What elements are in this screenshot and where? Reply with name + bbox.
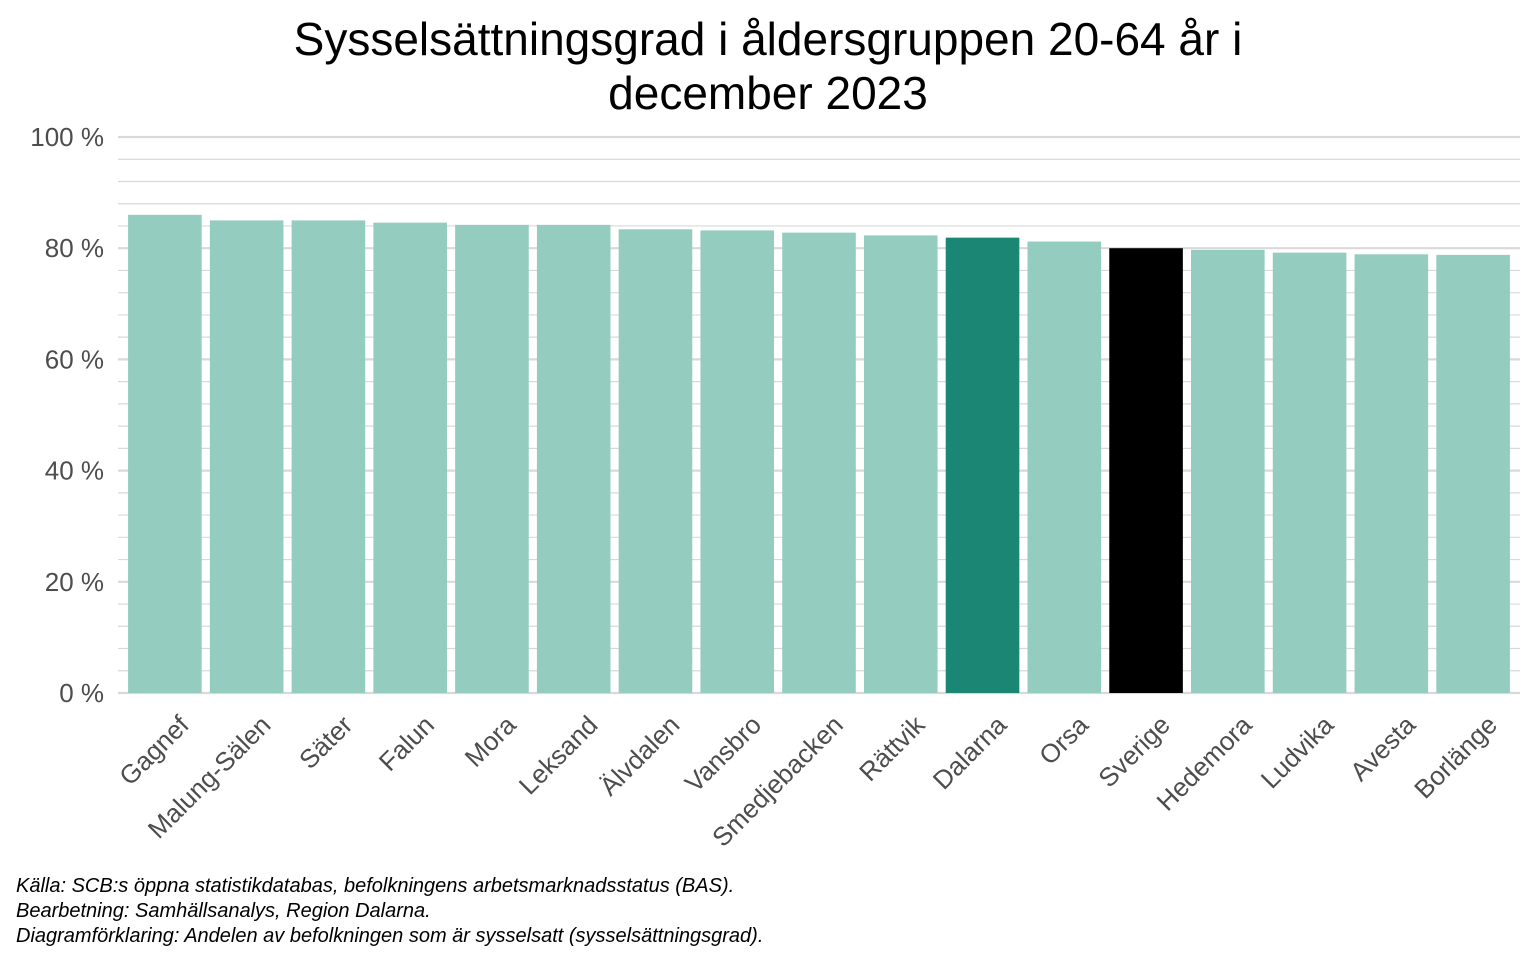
bar-leksand (536, 224, 611, 693)
bar-avesta (1354, 254, 1429, 694)
x-tick-label: Sverige (1092, 710, 1176, 794)
x-tick-label: Gagnef (113, 709, 195, 791)
bar-ludvika (1272, 252, 1347, 693)
bars (128, 214, 1510, 694)
bar-chart: 0 %20 %40 %60 %80 %100 % GagnefMalung-Sä… (30, 122, 1520, 853)
bar-borlänge (1436, 254, 1510, 693)
bar-malung-sälen (209, 220, 284, 693)
chart-title: Sysselsättningsgrad i åldersgruppen 20-6… (0, 12, 1536, 120)
x-tick-label: Rättvik (853, 709, 931, 787)
y-tick-label: 40 % (45, 456, 104, 486)
x-tick-label: Dalarna (927, 709, 1013, 795)
x-tick-label: Älvdalen (594, 710, 686, 802)
y-axis: 0 % 20 % 40 % 60 % 80 % 100 % (30, 122, 104, 708)
bar-vansbro (700, 230, 775, 693)
x-tick-label: Avesta (1344, 709, 1421, 786)
y-tick-label: 0 % (59, 678, 104, 708)
bar-mora (455, 224, 529, 693)
bar-hedemora (1191, 249, 1265, 694)
bar-dalarna (945, 237, 1020, 694)
x-tick-label: Borlänge (1408, 710, 1503, 805)
x-tick-label: Ludvika (1255, 709, 1340, 794)
chart-title-line-2: december 2023 (608, 67, 928, 119)
y-tick-label: 80 % (45, 233, 104, 263)
bar-älvdalen (618, 229, 693, 693)
chart-caption: Källa: SCB:s öppna statistikdatabas, bef… (16, 874, 763, 949)
caption-explanation: Diagramförklaring: Andelen av befolkning… (16, 925, 764, 947)
bar-smedjebacken (782, 232, 856, 693)
bar-falun (373, 222, 447, 693)
y-tick-label: 60 % (45, 344, 104, 374)
x-tick-label: Mora (459, 709, 522, 772)
bar-gagnef (128, 214, 202, 693)
chart-title-line-1: Sysselsättningsgrad i åldersgruppen 20-6… (293, 13, 1243, 65)
x-tick-label: Falun (373, 710, 440, 777)
bar-rättvik (863, 235, 938, 694)
bar-orsa (1027, 241, 1102, 693)
x-tick-label: Säter (293, 709, 358, 774)
bar-säter (291, 220, 366, 693)
x-tick-label: Orsa (1033, 709, 1094, 770)
x-tick-label: Leksand (513, 710, 604, 801)
y-tick-label: 100 % (30, 122, 104, 152)
caption-processing: Bearbetning: Samhällsanalys, Region Dala… (16, 900, 431, 922)
caption-source: Källa: SCB:s öppna statistikdatabas, bef… (16, 875, 735, 897)
y-tick-label: 20 % (45, 567, 104, 597)
bar-sverige (1109, 248, 1183, 693)
